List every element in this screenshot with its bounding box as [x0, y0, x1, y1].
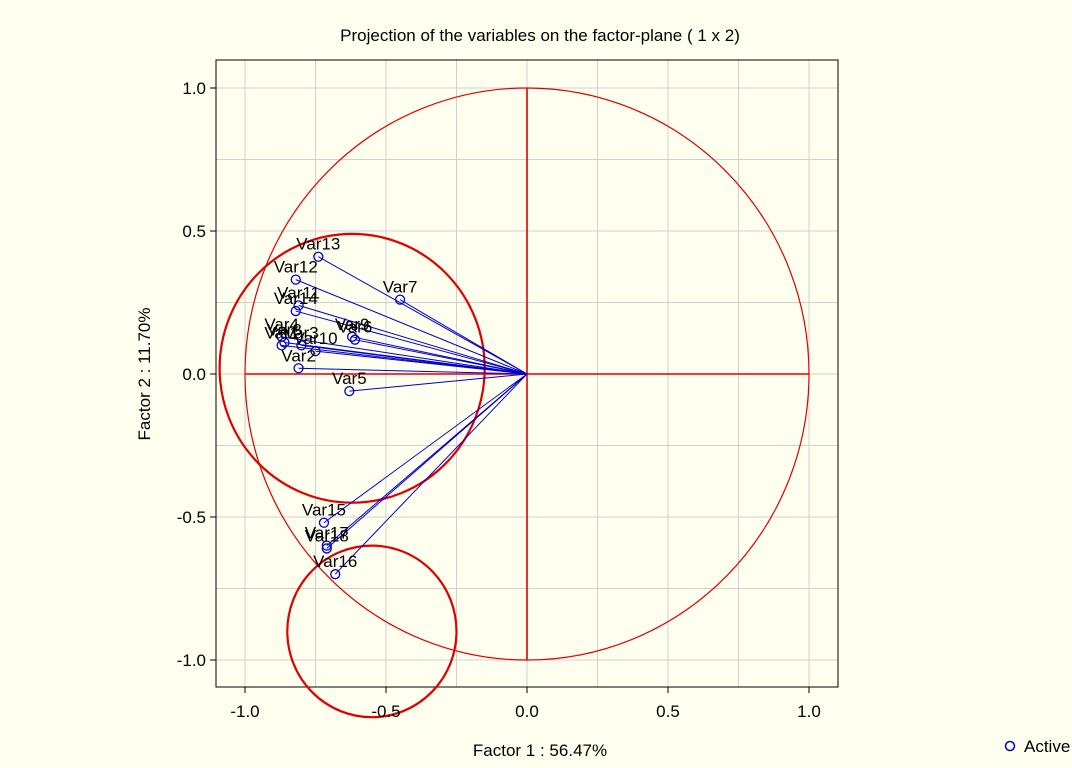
- label-var18: Var18: [305, 526, 349, 545]
- chart-title: Projection of the variables on the facto…: [340, 26, 740, 45]
- vector-var4: [281, 336, 528, 375]
- highlight-circle: [286, 544, 458, 719]
- label-var11: Var11: [277, 283, 320, 302]
- point-var2: [293, 363, 304, 374]
- vector-var14: [295, 310, 528, 375]
- vector-var7: [399, 299, 528, 375]
- x-tick-label: 0.5: [656, 702, 680, 721]
- label-var14: Var14: [274, 289, 318, 308]
- x-axis-label: Factor 1 : 56.47%: [473, 741, 607, 760]
- point-var14: [290, 305, 301, 317]
- point-var16: [330, 569, 341, 580]
- variable-points: [276, 251, 406, 580]
- x-tick-label: -0.5: [371, 702, 400, 721]
- vector-var13: [318, 256, 528, 375]
- label-var6: Var6: [338, 318, 373, 337]
- x-tick-label: -1.0: [230, 702, 259, 721]
- legend-label: Active: [1024, 737, 1070, 756]
- x-tick-label: 0.0: [515, 702, 539, 721]
- y-tick-label: -0.5: [177, 508, 206, 527]
- y-tick-label: -1.0: [177, 651, 206, 670]
- y-tick-label: 0.0: [182, 365, 206, 384]
- point-var5: [344, 386, 355, 397]
- vector-var16: [334, 373, 528, 575]
- vector-var1: [281, 344, 528, 375]
- vector-var12: [295, 279, 528, 375]
- label-var17: Var17: [305, 524, 349, 543]
- label-var12: Var12: [274, 258, 318, 277]
- label-var9: Var9: [335, 315, 370, 334]
- axis-ticks: -1.0 -0.5 0.0 0.5 1.0 1.0 0.5 0.0 -0.5 -1.0: [177, 79, 821, 721]
- point-var1: [276, 340, 287, 351]
- label-var16: Var16: [313, 552, 357, 571]
- label-var1: Var1: [264, 323, 299, 342]
- label-var3: Var3: [284, 323, 319, 342]
- vector-var2: [298, 367, 528, 375]
- label-var13: Var13: [296, 235, 340, 254]
- reference-circles: [218, 87, 810, 719]
- label-var4: Var4: [264, 315, 299, 334]
- label-var7: Var7: [383, 278, 418, 297]
- point-var6: [349, 334, 361, 345]
- point-var15: [318, 517, 330, 528]
- label-var8: Var8: [267, 321, 302, 340]
- vector-var18: [326, 373, 528, 549]
- vector-var5: [349, 373, 528, 392]
- point-var10: [310, 345, 321, 357]
- point-var17: [321, 540, 332, 551]
- variable-vectors: [281, 256, 528, 575]
- point-var7: [394, 294, 406, 305]
- point-var9: [347, 331, 358, 342]
- label-var10: Var10: [293, 329, 337, 348]
- vector-var6: [354, 339, 528, 375]
- legend: Active: [1004, 737, 1070, 756]
- point-var3: [296, 340, 307, 351]
- y-tick-label: 0.5: [182, 222, 206, 241]
- point-var11: [293, 300, 304, 311]
- y-axis-label: Factor 2 : 11.70%: [135, 308, 154, 441]
- point-var8: [279, 337, 290, 348]
- label-var5: Var5: [332, 369, 367, 388]
- point-var12: [290, 274, 301, 285]
- x-tick-label: 1.0: [797, 702, 821, 721]
- vector-var11: [298, 304, 528, 375]
- point-var13: [313, 251, 324, 262]
- vector-var15: [323, 373, 528, 524]
- label-var15: Var15: [302, 501, 346, 520]
- legend-marker-icon: [1004, 740, 1016, 752]
- point-var18: [321, 543, 332, 554]
- y-tick-label: 1.0: [182, 79, 206, 98]
- label-var2: Var2: [281, 346, 316, 365]
